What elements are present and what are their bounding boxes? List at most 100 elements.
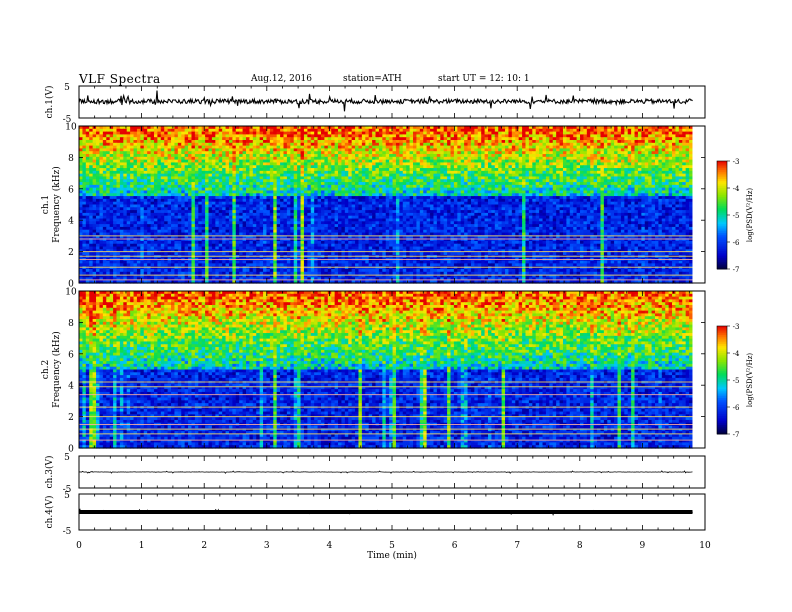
spectrogram-cell bbox=[194, 154, 199, 158]
spectrogram-cell bbox=[310, 190, 315, 194]
spectrogram-cell bbox=[256, 134, 261, 138]
spectrogram-cell bbox=[320, 134, 325, 138]
spectrogram-cell bbox=[188, 193, 193, 197]
spectrogram-cell bbox=[133, 170, 138, 175]
spectrogram-cell bbox=[252, 142, 257, 147]
spectrogram-cell bbox=[113, 148, 118, 152]
spectrogram-cell bbox=[320, 137, 325, 141]
spectrogram-cell bbox=[389, 170, 394, 175]
spectrogram-cell bbox=[136, 173, 141, 178]
spectrogram-cell bbox=[157, 173, 162, 178]
spectrogram-cell bbox=[239, 193, 244, 197]
spectrogram-cell bbox=[409, 156, 414, 161]
spectrogram-cell bbox=[368, 201, 373, 206]
spectrogram-cell bbox=[99, 196, 104, 200]
spectrogram-cell bbox=[235, 128, 240, 133]
spectrogram-cell bbox=[406, 182, 411, 186]
spectrogram-cell bbox=[457, 131, 462, 136]
date-label: Aug.12, 2016 bbox=[251, 74, 312, 84]
spectrogram-cell bbox=[320, 128, 325, 133]
spectrogram-cell bbox=[338, 126, 343, 130]
spectrogram-cell bbox=[293, 156, 298, 161]
spectrogram-cell bbox=[590, 168, 595, 172]
figure-title: VLF Spectra bbox=[79, 72, 161, 86]
spectrogram-cell bbox=[140, 184, 145, 189]
spectrogram-cell bbox=[634, 142, 639, 147]
spectrogram-cell bbox=[682, 165, 687, 169]
spectrogram-cell bbox=[413, 198, 418, 203]
spectrogram-cell bbox=[355, 187, 360, 192]
spectrogram-cell bbox=[522, 128, 527, 133]
spectrogram-cell bbox=[385, 131, 390, 136]
spectrogram-cell bbox=[375, 173, 380, 178]
spectrogram-cell bbox=[624, 179, 629, 183]
spectrogram-cell bbox=[283, 198, 288, 203]
spectrogram-cell bbox=[515, 134, 520, 138]
spectrogram-cell bbox=[218, 182, 223, 186]
spectrogram-cell bbox=[208, 173, 213, 178]
spectrogram-cell bbox=[607, 154, 612, 158]
spectrogram-cell bbox=[167, 162, 172, 166]
spectrogram-cell bbox=[614, 165, 619, 169]
spectrogram-cell bbox=[576, 179, 581, 183]
spectrogram-cell bbox=[522, 165, 527, 169]
spectrogram-cell bbox=[317, 168, 322, 172]
spectrogram-cell bbox=[242, 173, 247, 178]
spectrogram-cell bbox=[293, 173, 298, 178]
spectrogram-cell bbox=[215, 170, 220, 175]
spectrogram-cell bbox=[242, 170, 247, 175]
spectrogram-cell bbox=[484, 198, 489, 203]
spectrogram-cell bbox=[682, 148, 687, 152]
spectrogram-cell bbox=[436, 142, 441, 147]
spectrogram-cell bbox=[280, 162, 285, 166]
spectrogram-cell bbox=[79, 134, 84, 138]
spectrogram-cell bbox=[505, 196, 510, 200]
spectrogram-cell bbox=[457, 154, 462, 158]
spectrogram-cell bbox=[559, 156, 564, 161]
spectrogram-cell bbox=[392, 134, 397, 138]
spectrogram-cell bbox=[614, 137, 619, 141]
spectrogram-cell bbox=[433, 142, 438, 147]
spectrogram-cell bbox=[181, 168, 186, 172]
spectrogram-cell bbox=[644, 170, 649, 175]
spectrogram-cell bbox=[539, 162, 544, 166]
spectrogram-cell bbox=[675, 131, 680, 136]
spectrogram-cell bbox=[211, 176, 216, 180]
spectrogram-cell bbox=[375, 128, 380, 133]
spectrogram-cell bbox=[327, 162, 332, 166]
spectrogram-cell bbox=[290, 187, 295, 192]
spectrogram-cell bbox=[276, 159, 281, 164]
spectrogram-cell bbox=[426, 173, 431, 178]
spectrogram-cell bbox=[457, 145, 462, 150]
spectrogram-cell bbox=[249, 184, 254, 189]
spectrogram-cell bbox=[385, 134, 390, 138]
spectrogram-cell bbox=[481, 179, 486, 183]
spectrogram-cell bbox=[501, 142, 506, 147]
spectrogram-cell bbox=[566, 128, 571, 133]
spectrogram-cell bbox=[525, 168, 530, 172]
spectrogram-cell bbox=[96, 134, 101, 138]
spectrogram-cell bbox=[136, 126, 141, 130]
spectrogram-cell bbox=[232, 126, 237, 130]
spectrogram-cell bbox=[310, 151, 315, 155]
spectrogram-cell bbox=[153, 165, 158, 169]
spectrogram-cell bbox=[392, 162, 397, 166]
spectrogram-cell bbox=[651, 190, 656, 194]
spectrogram-cell bbox=[205, 168, 210, 172]
spectrogram-cell bbox=[542, 154, 547, 158]
spectrogram-cell bbox=[338, 148, 343, 152]
spectrogram-cell bbox=[382, 168, 387, 172]
spectrogram-cell bbox=[522, 159, 527, 164]
spectrogram-cell bbox=[430, 156, 435, 161]
spectrogram-cell bbox=[320, 190, 325, 194]
spectrogram-cell bbox=[269, 151, 274, 155]
spectrogram-cell bbox=[413, 156, 418, 161]
spectrogram-cell bbox=[620, 162, 625, 166]
spectrogram-cell bbox=[222, 179, 227, 183]
spectrogram-cell bbox=[665, 196, 670, 200]
spectrogram-cell bbox=[559, 126, 564, 130]
spectrogram-cell bbox=[96, 184, 101, 189]
spectrogram-cell bbox=[508, 173, 513, 178]
spectrogram-cell bbox=[477, 142, 482, 147]
spectrogram-cell bbox=[259, 159, 264, 164]
